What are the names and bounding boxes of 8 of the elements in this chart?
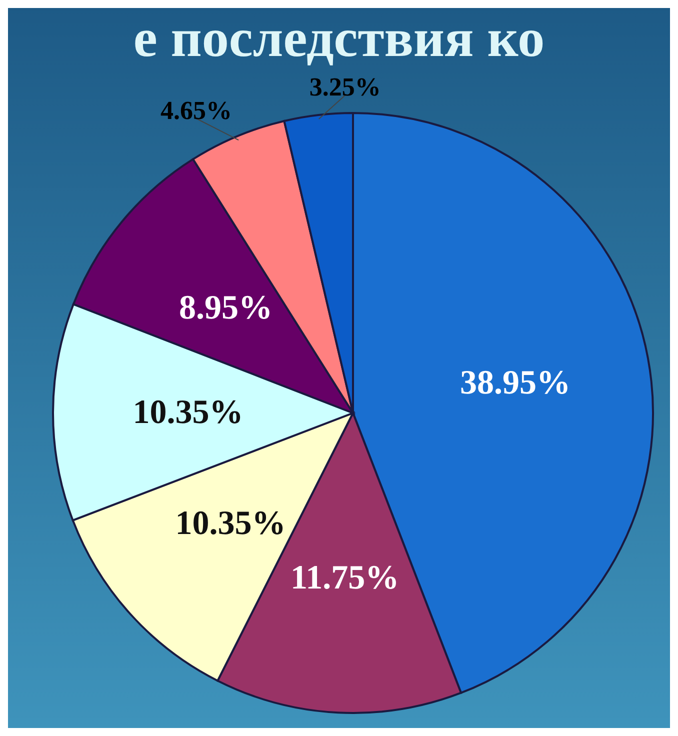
data-label: 38.95%	[460, 364, 570, 402]
data-label: 8.95%	[178, 290, 272, 327]
data-label: 4.65%	[160, 96, 232, 125]
data-label: 10.35%	[132, 394, 244, 432]
chart-title: е последствия ко	[132, 8, 546, 68]
data-label: 10.35%	[175, 505, 286, 542]
data-label: 11.75%	[290, 559, 400, 596]
data-label: 3.25%	[309, 72, 381, 102]
